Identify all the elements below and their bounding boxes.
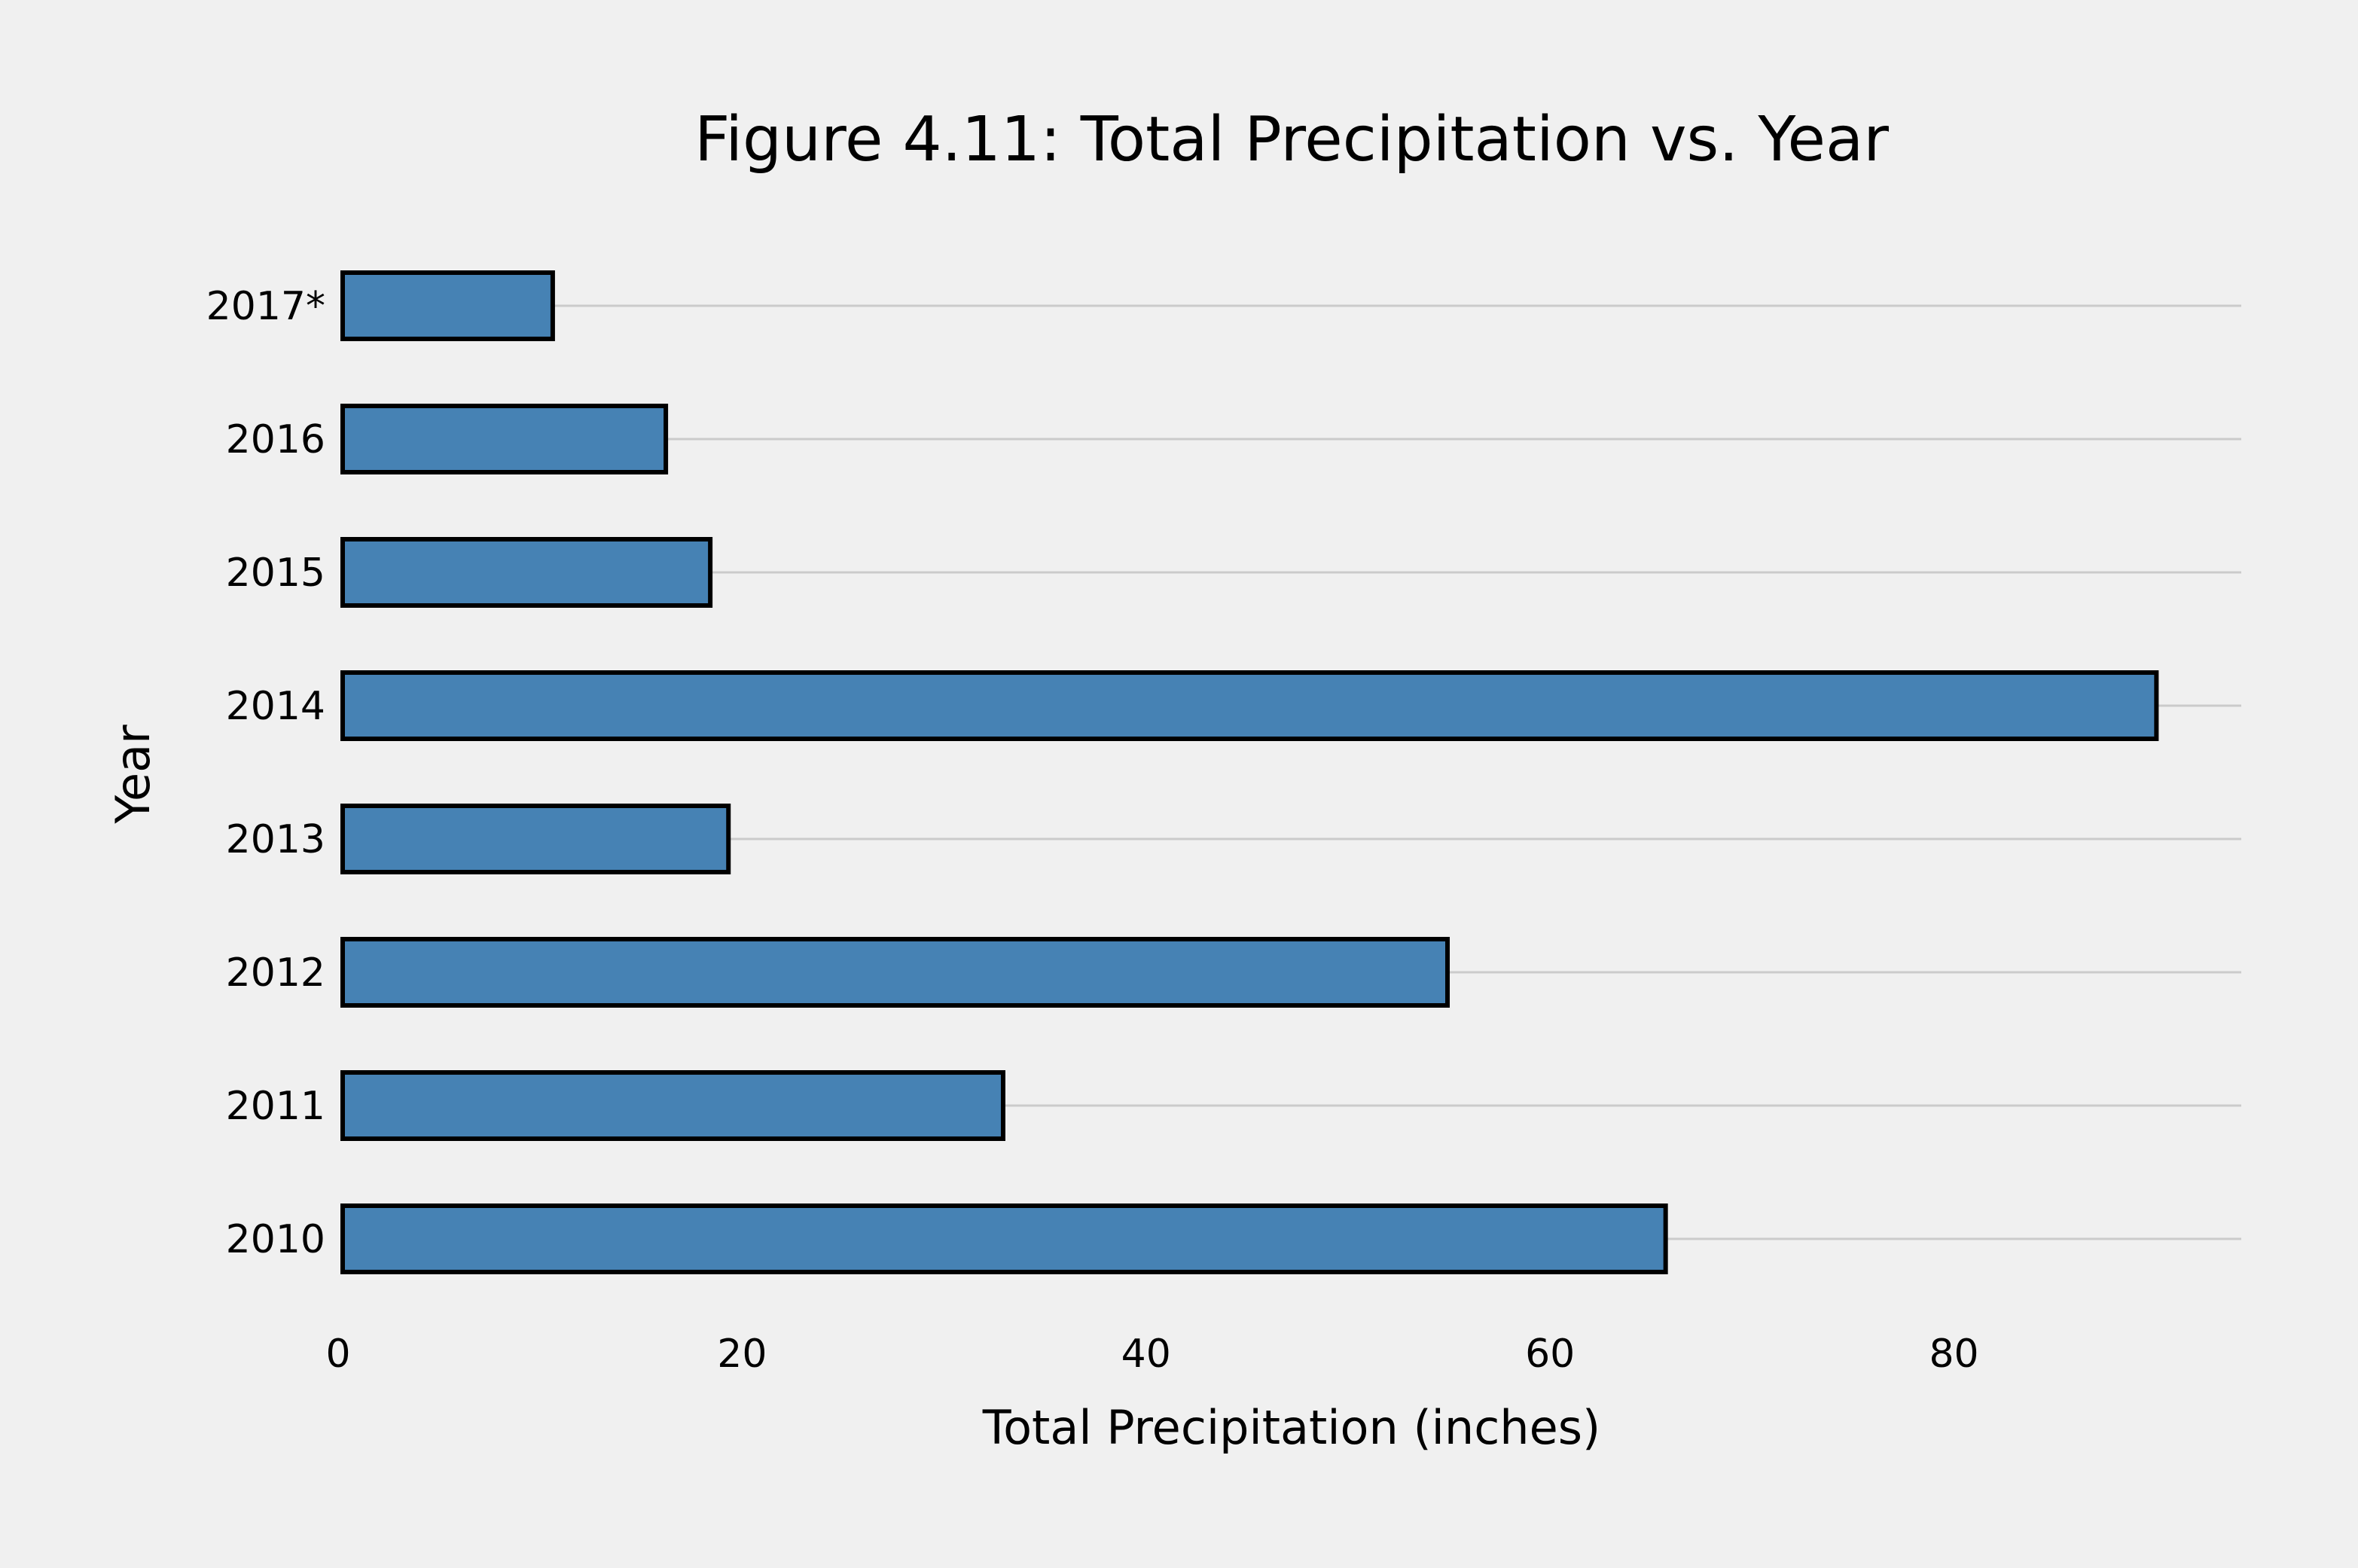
x-tick-label: 0: [325, 1332, 350, 1377]
bar-2015: [340, 537, 713, 608]
bar-2014: [340, 670, 2159, 741]
x-tick-label: 40: [1121, 1332, 1171, 1377]
y-tick-label: 2010: [226, 1217, 325, 1262]
y-tick-label: 2015: [226, 551, 325, 596]
x-axis-label: Total Precipitation (inches): [982, 1400, 1600, 1455]
x-tick-label: 80: [1929, 1332, 1978, 1377]
y-tick-label: 2017*: [206, 284, 325, 329]
y-tick-label: 2016: [226, 417, 325, 462]
y-tick-label: 2011: [226, 1084, 325, 1129]
y-axis-label: Year: [105, 725, 160, 825]
chart-title: Figure 4.11: Total Precipitation vs. Yea…: [694, 104, 1889, 175]
bar-2011: [340, 1070, 1005, 1141]
y-tick-label: 2012: [226, 950, 325, 996]
y-tick-label: 2014: [226, 684, 325, 729]
x-tick-labels: 0 20 40 60 80: [325, 1332, 1978, 1377]
bars: [340, 270, 2159, 1274]
y-tick-labels: 2010 2011 2012 2013 2014 2015 2016 2017*: [206, 284, 325, 1262]
bar-2016: [340, 404, 669, 474]
bar-2012: [340, 937, 1450, 1008]
x-tick-label: 20: [717, 1332, 767, 1377]
bar-2013: [340, 804, 731, 874]
bar-2010: [340, 1203, 1668, 1274]
x-tick-label: 60: [1525, 1332, 1575, 1377]
bar-2017: [340, 270, 555, 341]
y-tick-label: 2013: [226, 817, 325, 862]
